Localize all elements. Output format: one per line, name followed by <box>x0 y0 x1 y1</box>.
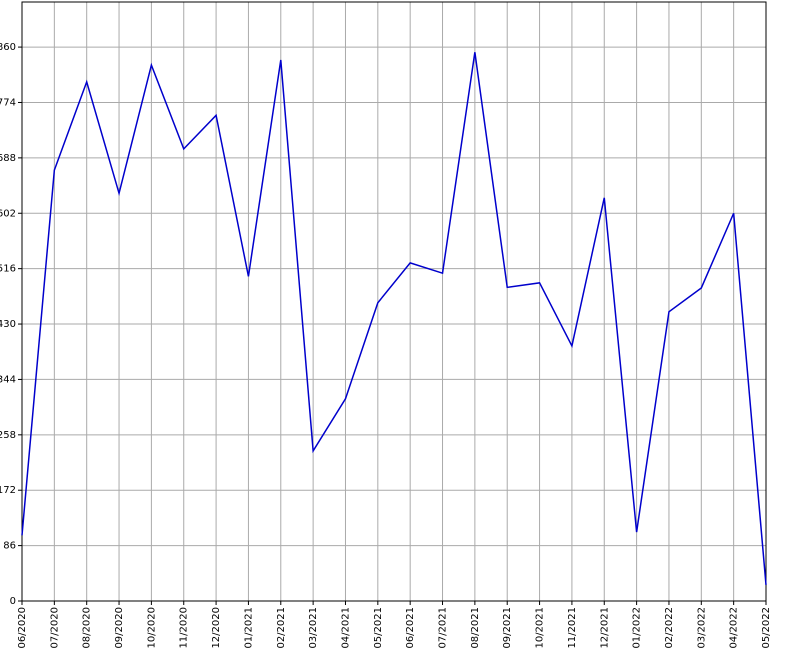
x-tick-label: 11/2021 <box>567 607 578 649</box>
x-tick-label: 05/2021 <box>373 607 384 649</box>
y-tick-label: 516 <box>0 264 16 275</box>
x-tick-label: 10/2020 <box>146 607 157 649</box>
line-series <box>21 52 767 585</box>
x-tick-label: 02/2021 <box>276 607 287 649</box>
x-tick-label: 04/2021 <box>340 607 351 649</box>
x-tick-label: 03/2021 <box>308 607 319 649</box>
y-tick-label: 774 <box>0 97 16 108</box>
x-tick-label: 07/2021 <box>438 607 449 649</box>
y-tick-label: 344 <box>0 374 16 385</box>
x-tick-label: 06/2021 <box>405 607 416 649</box>
x-tick-label: 12/2020 <box>211 607 222 649</box>
x-tick-label: 07/2020 <box>49 607 60 649</box>
y-tick-label: 430 <box>0 319 16 330</box>
x-tick-label: 08/2021 <box>470 607 481 649</box>
x-tick-label: 05/2022 <box>761 607 772 649</box>
x-tick-label: 08/2020 <box>82 607 93 649</box>
y-tick-label: 86 <box>3 541 16 552</box>
x-tick-label: 06/2020 <box>17 607 28 649</box>
x-tick-label: 12/2021 <box>599 607 610 649</box>
x-tick-label: 04/2022 <box>729 607 740 649</box>
x-tick-label: 02/2022 <box>664 607 675 649</box>
x-tick-label: 01/2022 <box>632 607 643 649</box>
x-tick-label: 03/2022 <box>696 607 707 649</box>
x-tick-label: 09/2020 <box>114 607 125 649</box>
plot-border <box>21 1 767 602</box>
y-tick-label: 860 <box>0 42 16 53</box>
x-tick-label: 09/2021 <box>502 607 513 649</box>
x-tick-label: 01/2021 <box>243 607 254 649</box>
y-tick-label: 258 <box>0 430 16 441</box>
y-tick-label: 172 <box>0 485 16 496</box>
x-tick-label: 10/2021 <box>535 607 546 649</box>
x-tick-label: 11/2020 <box>179 607 190 649</box>
y-tick-label: 602 <box>0 208 16 219</box>
y-tick-label: 688 <box>0 153 16 164</box>
y-tick-label: 0 <box>10 596 16 607</box>
